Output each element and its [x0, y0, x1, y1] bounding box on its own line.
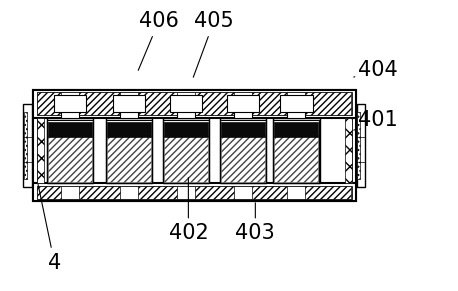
Bar [170, 95, 202, 112]
Bar [107, 135, 151, 182]
Text: 402: 402 [169, 178, 208, 244]
Bar [345, 118, 352, 183]
Bar [221, 122, 265, 136]
Bar [305, 186, 351, 198]
Bar [357, 112, 360, 179]
Bar [33, 90, 356, 118]
Bar [220, 118, 267, 183]
Bar [288, 97, 305, 118]
Text: 406: 406 [138, 11, 179, 70]
Bar [106, 118, 152, 183]
Bar [54, 95, 86, 112]
Bar [280, 95, 312, 112]
Bar [47, 120, 93, 183]
Bar [274, 135, 318, 182]
Bar [107, 122, 151, 136]
Bar [195, 186, 234, 198]
Text: 401: 401 [354, 110, 397, 130]
Bar [252, 186, 288, 198]
Bar [79, 186, 120, 198]
Bar [120, 97, 138, 118]
Bar [163, 120, 209, 183]
Bar [113, 95, 145, 112]
Bar [37, 93, 352, 115]
Bar [305, 93, 351, 115]
Bar [234, 97, 252, 118]
Bar [220, 120, 266, 183]
Bar [195, 93, 234, 115]
Bar [357, 104, 365, 187]
Bar [37, 93, 352, 198]
Bar [221, 135, 265, 182]
Bar [61, 97, 79, 118]
Bar [47, 118, 93, 183]
Text: 403: 403 [235, 203, 275, 244]
Bar [79, 93, 120, 115]
Text: 405: 405 [193, 11, 234, 77]
Bar [37, 186, 352, 198]
Bar [273, 120, 319, 183]
Bar [37, 93, 61, 115]
Bar [48, 135, 92, 182]
Bar [177, 97, 195, 118]
Bar [106, 120, 152, 183]
Bar [48, 122, 92, 136]
Bar [163, 118, 209, 183]
Bar [164, 135, 208, 182]
Bar [164, 122, 208, 136]
Bar [33, 90, 356, 201]
Bar [227, 95, 259, 112]
Bar [33, 183, 356, 201]
Bar [23, 104, 32, 187]
Text: 404: 404 [354, 60, 397, 80]
Bar [24, 112, 27, 179]
Text: 4: 4 [38, 184, 61, 273]
Bar [273, 118, 320, 183]
Bar [138, 186, 177, 198]
Bar [37, 186, 61, 198]
Bar [252, 93, 288, 115]
Bar [274, 122, 318, 136]
Bar [138, 93, 177, 115]
Bar [37, 118, 44, 183]
